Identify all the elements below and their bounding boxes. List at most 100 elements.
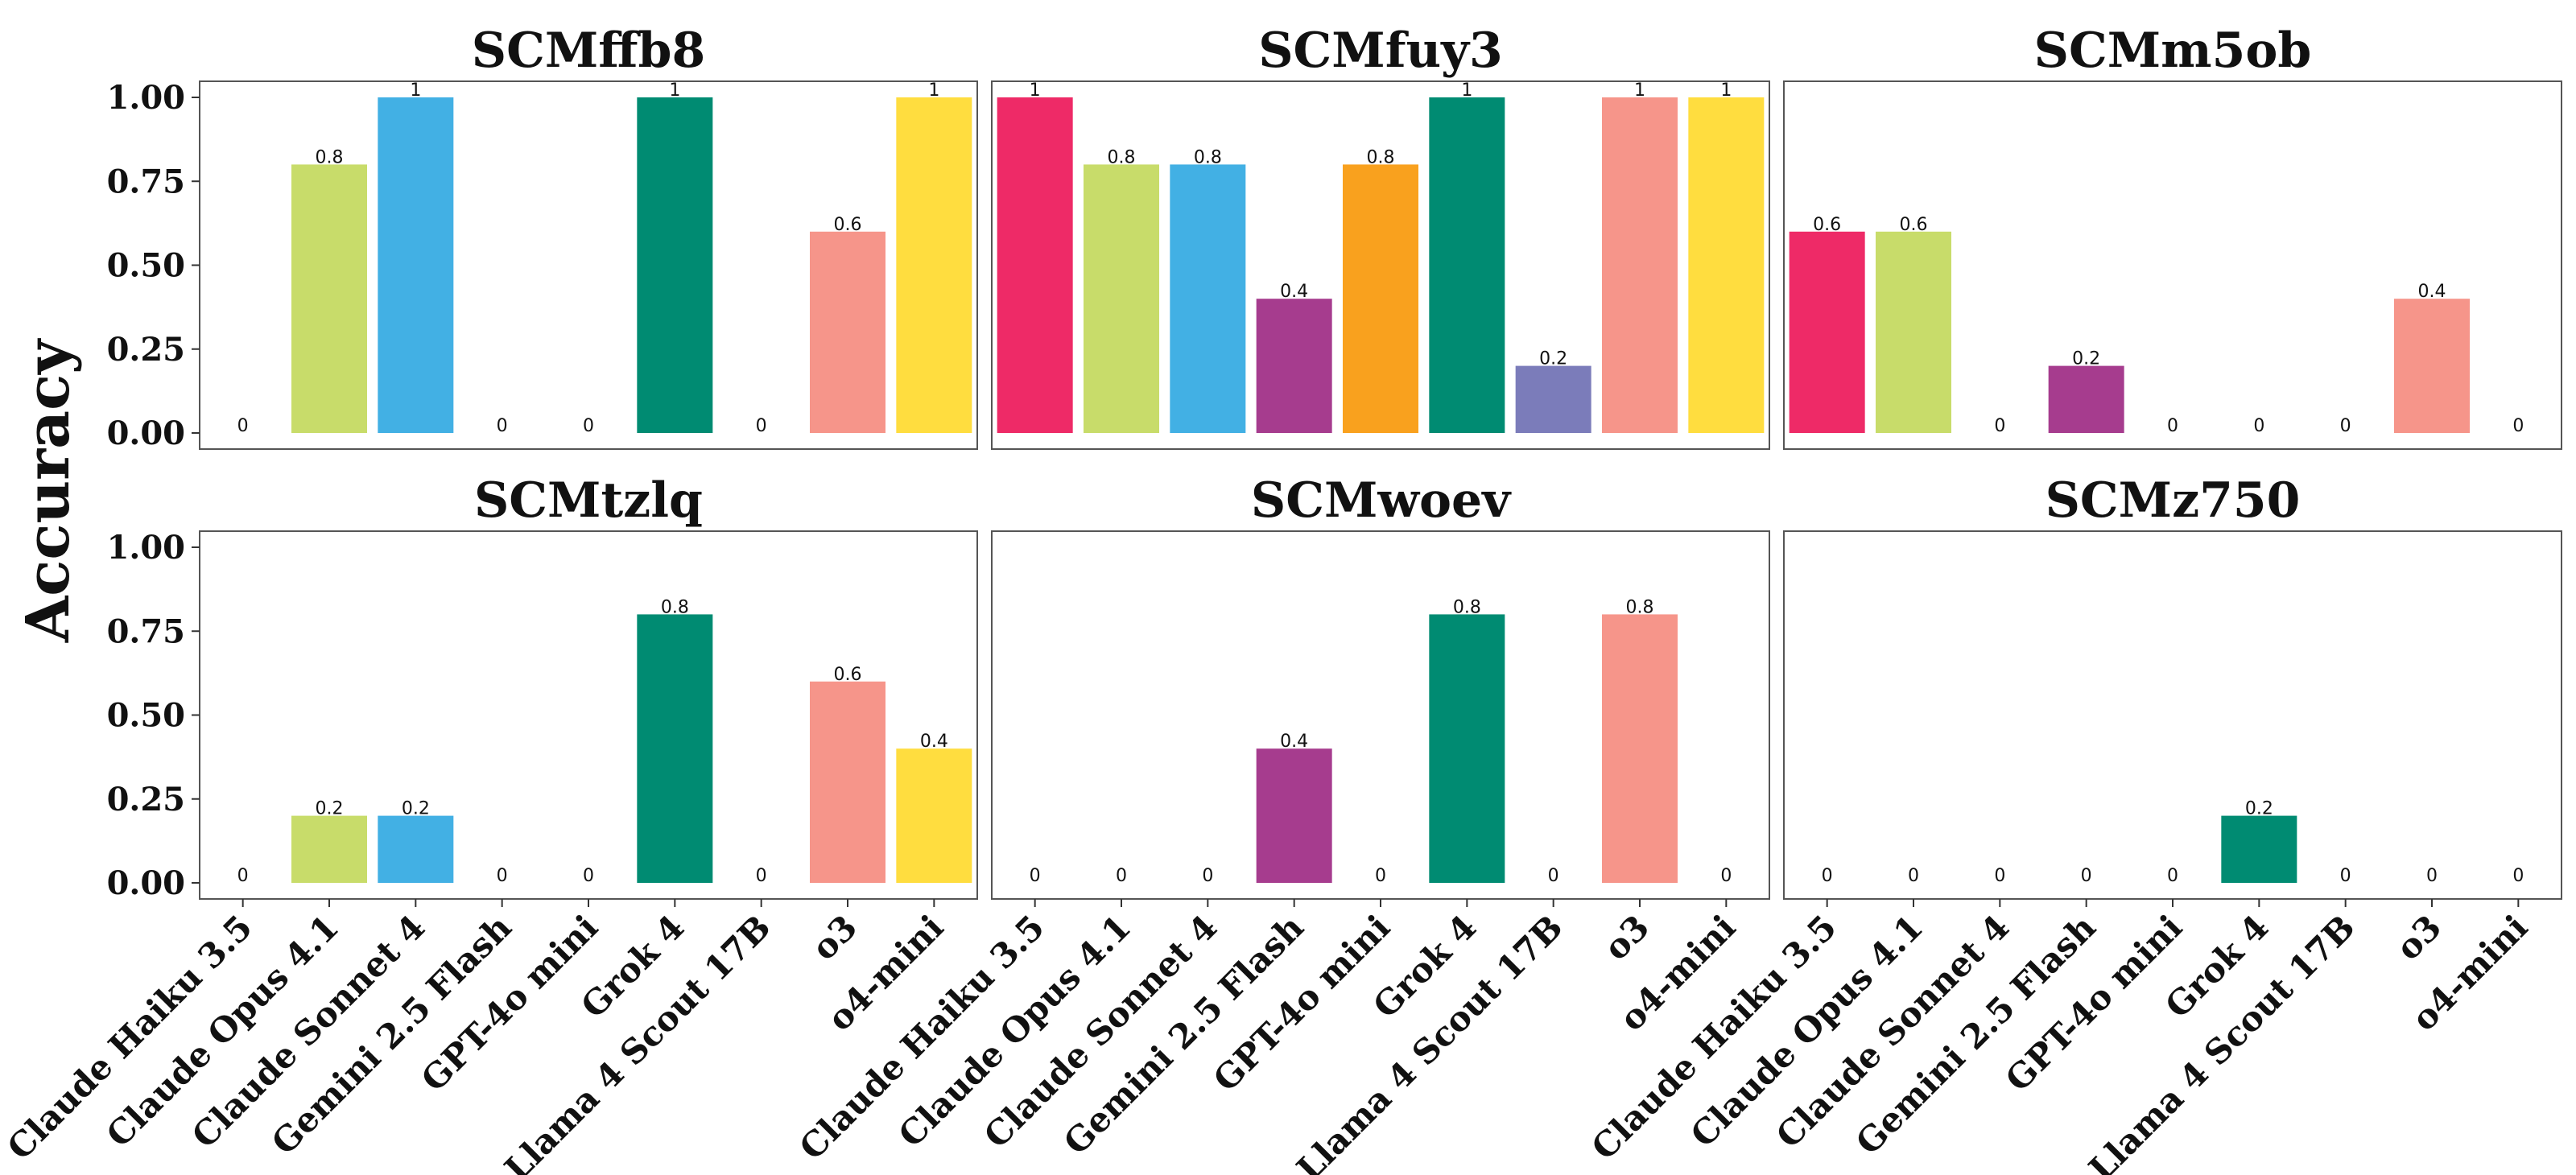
data-label: 1 (1461, 80, 1472, 101)
panel-title: SCMfuy3 (1258, 23, 1503, 79)
data-label: 0 (2426, 866, 2438, 886)
panel-title: SCMz750 (2046, 472, 2301, 529)
data-label: 1 (410, 80, 421, 101)
y-tick-label: 0.25 (107, 781, 185, 818)
bar-llama-4-scout-17b (1515, 365, 1591, 433)
data-label: 0.2 (2245, 799, 2273, 819)
bar-gpt-4o-mini (1343, 164, 1418, 433)
data-label: 0.4 (1280, 732, 1308, 752)
data-label: 0 (1822, 866, 1833, 886)
bar-o4-mini (896, 97, 972, 433)
data-label: 0 (2512, 416, 2524, 436)
data-label: 0.4 (920, 732, 948, 752)
bar-grok-4 (1429, 97, 1505, 433)
data-label: 0.4 (2418, 282, 2446, 302)
data-label: 0 (1994, 866, 2005, 886)
data-label: 1 (1634, 80, 1645, 101)
bar-claude-opus-4-1 (291, 164, 367, 433)
y-tick-label: 0.75 (107, 612, 185, 650)
data-label: 0.8 (1626, 597, 1654, 617)
panel-title: SCMm5ob (2034, 23, 2312, 79)
bar-claude-haiku-3-5 (1789, 231, 1865, 433)
data-label: 0 (2167, 416, 2178, 436)
bar-claude-opus-4-1 (291, 815, 367, 883)
data-label: 0.6 (1900, 215, 1928, 235)
data-label: 0.8 (1367, 147, 1395, 167)
data-label: 0.6 (834, 215, 862, 235)
data-label: 0.2 (1539, 349, 1567, 369)
data-label: 0 (756, 866, 767, 886)
data-label: 1 (928, 80, 939, 101)
data-label: 0 (1548, 866, 1559, 886)
bar-claude-sonnet-4 (378, 815, 454, 883)
bar-claude-sonnet-4 (378, 97, 454, 433)
panel-title: SCMffb8 (472, 23, 705, 79)
y-tick-label: 1.00 (107, 79, 185, 117)
data-label: 0 (1994, 416, 2005, 436)
data-label: 0 (583, 416, 594, 436)
panels: SCMffb8 0.00 0.25 0.50 0.75 1.00 0 0.8 1 0 0 1 0 0.6 1… (0, 23, 2562, 1175)
bar-o4-mini (896, 748, 972, 883)
panel-frame (1783, 80, 2562, 450)
data-label: 0.8 (661, 597, 689, 617)
data-label: 0.2 (2072, 349, 2100, 369)
data-label: 0 (756, 416, 767, 436)
data-label: 0.8 (316, 147, 344, 167)
data-label: 0.6 (1813, 215, 1841, 235)
x-tick-label: o3 (1596, 907, 1657, 967)
data-label: 0 (2340, 416, 2351, 436)
data-label: 0.2 (402, 799, 430, 819)
data-label: 0 (2253, 416, 2264, 436)
data-label: 0 (497, 416, 508, 436)
x-tick-label: o3 (804, 907, 865, 967)
data-label: 0 (1375, 866, 1386, 886)
data-label: 0.4 (1280, 282, 1308, 302)
data-label: 0 (2340, 866, 2351, 886)
data-label: 1 (1720, 80, 1732, 101)
bar-gemini-2-5-flash (1256, 299, 1332, 433)
y-tick-label: 0.75 (107, 163, 185, 200)
data-label: 0 (237, 866, 249, 886)
data-label: 0.8 (1453, 597, 1481, 617)
data-label: 0.8 (1108, 147, 1136, 167)
x-tick-label: o3 (2388, 907, 2449, 967)
bar-grok-4 (2221, 815, 2297, 883)
y-tick-label: 0.50 (107, 247, 185, 285)
bar-gemini-2-5-flash (2048, 365, 2124, 433)
bar-o3 (810, 681, 886, 883)
bar-o3 (810, 231, 886, 433)
data-label: 1 (1030, 80, 1041, 101)
bar-grok-4 (637, 97, 713, 433)
data-label: 0.6 (834, 665, 862, 685)
bar-o3 (2394, 299, 2470, 433)
data-label: 0 (237, 416, 249, 436)
y-tick-label: 0.50 (107, 697, 185, 735)
panel-1: SCMffb8 0.00 0.25 0.50 0.75 1.00 0 0.8 1 0 0 1 0 0.6 1 (107, 23, 978, 452)
data-label: 0 (1030, 866, 1041, 886)
panel-frame (991, 80, 1770, 450)
bar-claude-opus-4-1 (1876, 231, 1951, 433)
bar-grok-4 (637, 614, 713, 883)
data-label: 0 (497, 866, 508, 886)
data-label: 0 (1202, 866, 1213, 886)
data-label: 0.8 (1194, 147, 1222, 167)
data-label: 1 (669, 80, 680, 101)
bar-gemini-2-5-flash (1256, 748, 1332, 883)
y-tick-label: 1.00 (107, 529, 185, 567)
bar-grok-4 (1429, 614, 1505, 883)
bar-claude-sonnet-4 (1170, 164, 1246, 433)
y-tick-label: 0.25 (107, 331, 185, 369)
bar-claude-opus-4-1 (1084, 164, 1159, 433)
data-label: 0 (1116, 866, 1127, 886)
panel-title: SCMtzlq (474, 472, 703, 529)
bar-claude-haiku-3-5 (997, 97, 1073, 433)
data-label: 0 (2512, 866, 2524, 886)
bar-o3 (1602, 614, 1678, 883)
data-label: 0 (2081, 866, 2092, 886)
data-label: 0 (1908, 866, 1919, 886)
data-label: 0 (2167, 866, 2178, 886)
